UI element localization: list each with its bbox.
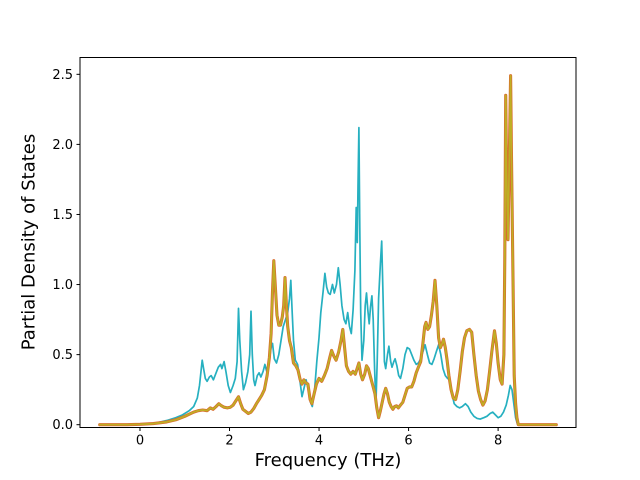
y-tick-label: 1.0 <box>52 278 73 293</box>
y-tick-label: 2.5 <box>52 68 73 83</box>
x-tick-label: 6 <box>404 434 412 449</box>
series-line-olive <box>98 74 558 426</box>
plot-frame <box>79 57 577 428</box>
x-tick-label: 0 <box>136 434 144 449</box>
x-tick-label: 8 <box>494 434 502 449</box>
y-axis-label: Partial Density of States <box>18 133 40 351</box>
y-tick-label: 2.0 <box>52 138 73 153</box>
x-tick-label: 4 <box>315 434 323 449</box>
x-axis-label: Frequency (THz) <box>254 450 402 471</box>
x-tick-label: 2 <box>225 434 233 449</box>
y-tick-label: 1.5 <box>52 208 73 223</box>
y-tick-label: 0.5 <box>52 348 73 363</box>
y-tick-label: 0.0 <box>52 418 73 433</box>
series-line-orange <box>98 74 558 427</box>
